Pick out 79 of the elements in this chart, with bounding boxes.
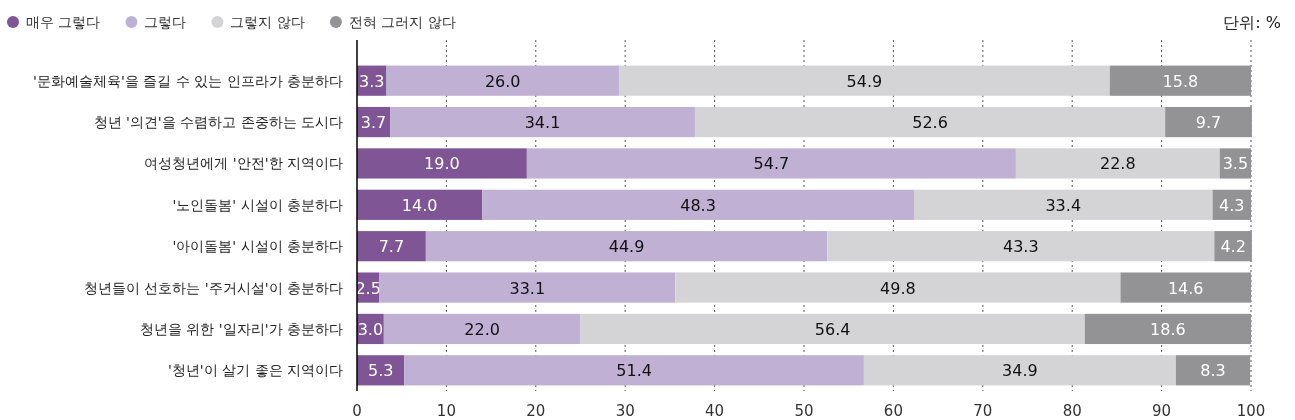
bar [827,231,1215,262]
x-tick-label: 80 [1062,402,1082,420]
bar [675,272,1121,303]
x-tick-label: 50 [794,402,814,420]
data-label: 54.7 [753,154,790,174]
data-label: 22.8 [1099,154,1136,174]
data-label: 18.6 [1150,319,1186,339]
x-tick-label: 90 [1152,402,1172,420]
bar [1120,272,1251,303]
x-tick-label: 100 [1236,402,1266,420]
bar [1175,355,1251,386]
data-label: 3.3 [359,71,385,91]
y-tick-label: '아이돌봄' 시설이 충분하다 [172,238,343,255]
data-label: 34.1 [524,113,561,133]
x-tick-label: 70 [973,402,993,420]
data-label: 33.4 [1045,195,1082,215]
bar [383,313,581,345]
legend-label: 그렇다 [144,14,187,30]
y-tick-label: 청년을 위한 '일자리'가 충분하다 [139,320,343,337]
bar [357,148,527,179]
data-label: 56.4 [814,319,851,339]
y-tick-label: 청년들이 선호하는 '주거시설'이 충분하다 [83,279,343,296]
bar [357,189,483,220]
x-tick-label: 40 [705,402,725,420]
bar [694,106,1166,138]
data-label: 49.8 [880,278,916,298]
data-label: 7.7 [378,237,405,257]
data-label: 3.7 [360,113,387,133]
y-tick-label: '청년'이 살기 좋은 지역이다 [167,362,343,379]
x-tick-label: 20 [526,402,546,420]
data-label: 44.9 [608,237,645,257]
data-label: 26.0 [484,71,521,91]
legend-label: 전혀 그러지 않다 [348,14,456,30]
data-label: 14.6 [1167,278,1204,298]
y-tick-label: 청년 '의견'을 수렴하고 존중하는 도시다 [93,114,343,131]
data-label: 52.6 [912,113,948,133]
bar [379,272,676,303]
x-tick-label: 30 [615,402,635,420]
data-label: 15.8 [1162,71,1199,91]
data-label: 33.1 [509,278,546,298]
legend-label: 그렇지 않다 [230,14,305,30]
data-label: 43.3 [1002,237,1039,257]
x-tick-label: 10 [436,402,456,420]
bar [1109,65,1251,96]
data-label: 51.4 [616,361,652,381]
data-label: 14.0 [401,195,438,215]
data-label: 9.7 [1195,113,1222,133]
y-tick-label: '노인돌봄' 시설이 충분하다 [172,196,343,213]
bar [580,313,1085,345]
bar [1165,106,1252,138]
data-label: 3.5 [1222,154,1249,174]
bar [526,148,1016,179]
bar [425,231,828,262]
x-tick-label: 0 [352,402,362,420]
y-tick-label: '문화예술체육'을 즐길 수 있는 인프라가 충분하다 [33,72,343,89]
bar [482,189,914,220]
bar [1084,313,1251,345]
bar [357,231,426,262]
data-label: 8.3 [1200,361,1226,381]
bar [390,106,695,138]
bar [913,189,1213,220]
text: 단위: % [1223,13,1281,32]
bar [863,355,1176,386]
legend-label: 매우 그렇다 [26,14,101,30]
data-label: 4.3 [1219,195,1245,215]
data-label: 4.2 [1220,237,1246,257]
data-label: 22.0 [464,319,500,339]
data-label: 54.9 [846,71,883,91]
bar [618,65,1110,96]
data-label: 34.9 [1002,361,1038,381]
bar [386,65,619,96]
data-label: 48.3 [680,195,716,215]
bar [1015,148,1220,179]
data-label: 5.3 [367,361,394,381]
y-tick-label: 여성청년에게 '안전'한 지역이다 [144,155,343,172]
data-label: 19.0 [424,154,460,174]
x-tick-label: 60 [883,402,903,420]
bar [404,355,864,386]
data-label: 3.0 [357,319,384,339]
